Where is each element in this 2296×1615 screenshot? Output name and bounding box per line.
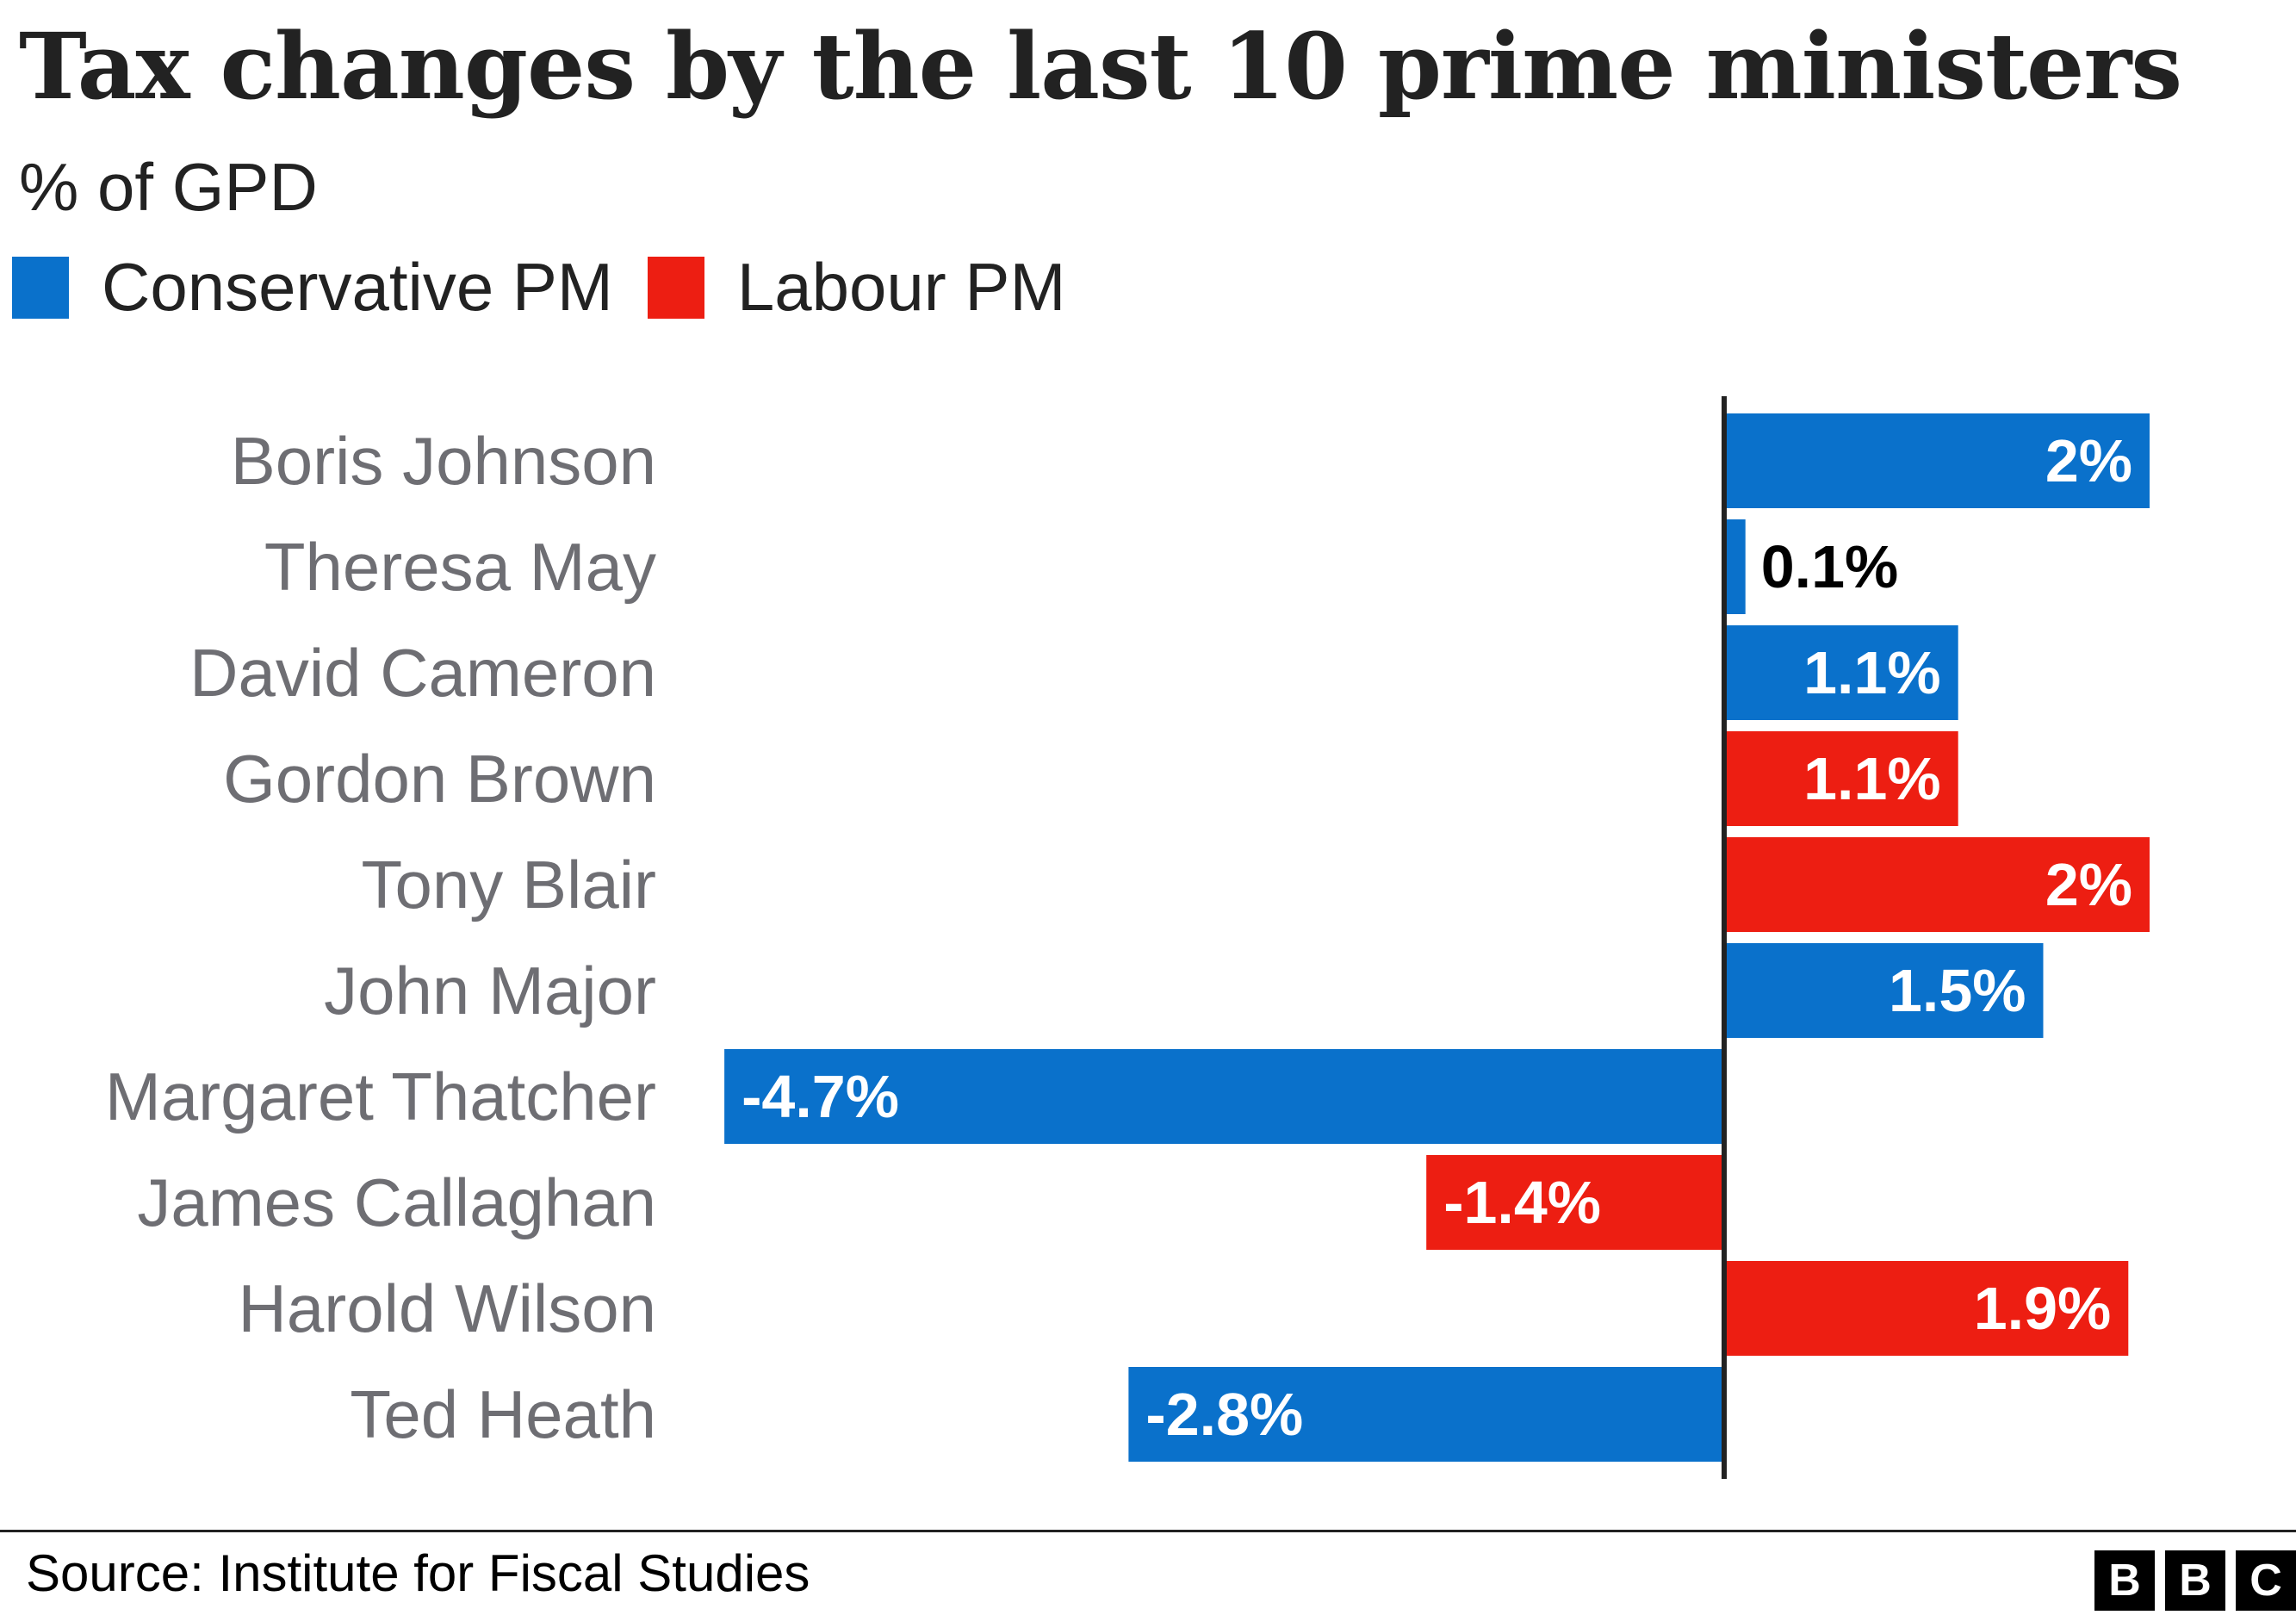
legend-item-conservative: Conservative PM: [12, 248, 613, 326]
value-label: 2%: [2045, 851, 2132, 918]
value-label: 1.1%: [1803, 639, 1941, 706]
bar: [1128, 1367, 1724, 1462]
value-label: 1.9%: [1974, 1275, 2112, 1342]
bar: [1724, 731, 1958, 826]
bar: [1724, 943, 2044, 1038]
bbc-logo: B B C: [2084, 1550, 2296, 1611]
value-label: -4.7%: [742, 1063, 899, 1130]
bar: [1724, 1261, 2129, 1356]
category-label: Gordon Brown: [223, 741, 656, 817]
chart-title: Tax changes by the last 10 prime ministe…: [19, 12, 2182, 120]
bar: [1724, 413, 2150, 508]
value-label: 1.5%: [1889, 957, 2026, 1024]
category-label: Theresa May: [264, 529, 656, 605]
bar: [1724, 519, 1746, 614]
footer-divider: [0, 1530, 2296, 1532]
category-label: James Callaghan: [137, 1165, 656, 1240]
bbc-logo-letter: B: [2165, 1550, 2225, 1611]
category-label: Harold Wilson: [239, 1270, 656, 1346]
bbc-logo-letter: B: [2094, 1550, 2155, 1611]
bar: [1724, 837, 2150, 932]
category-label: John Major: [324, 953, 656, 1028]
chart-subtitle: % of GPD: [19, 149, 318, 225]
legend-swatch-conservative: [12, 256, 69, 319]
legend-label-conservative: Conservative PM: [102, 249, 613, 325]
value-label: -1.4%: [1443, 1169, 1601, 1236]
category-label: Boris Johnson: [231, 423, 656, 499]
legend: Conservative PM Labour PM: [12, 248, 1100, 326]
source-note: Source: Institute for Fiscal Studies: [26, 1544, 810, 1602]
legend-label-labour: Labour PM: [736, 249, 1066, 325]
value-label: 2%: [2045, 427, 2132, 494]
bar: [1426, 1155, 1724, 1250]
category-label: Margaret Thatcher: [105, 1059, 656, 1134]
legend-swatch-labour: [647, 256, 704, 319]
value-label: 0.1%: [1761, 533, 1899, 600]
bar-chart: Boris Johnson 2% Theresa May 0.1% David Came…: [105, 396, 2150, 1479]
value-label: -2.8%: [1145, 1381, 1303, 1448]
legend-item-labour: Labour PM: [647, 248, 1066, 326]
category-label: Tony Blair: [362, 847, 656, 922]
value-label: 1.1%: [1803, 745, 1941, 812]
category-label: David Cameron: [189, 635, 656, 711]
bbc-logo-letter: C: [2236, 1550, 2296, 1611]
bar: [724, 1049, 1724, 1144]
bar: [1724, 625, 1958, 720]
category-label: Ted Heath: [350, 1376, 656, 1452]
